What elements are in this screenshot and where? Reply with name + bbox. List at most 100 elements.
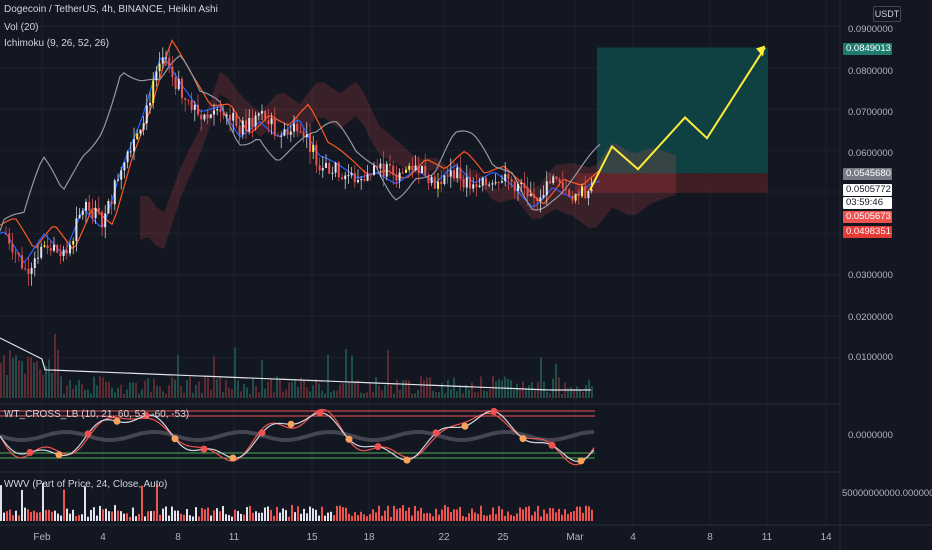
candle	[190, 100, 193, 110]
volume-bar	[219, 377, 221, 398]
wwv-bar	[411, 515, 413, 521]
wwv-bar	[375, 512, 377, 521]
volume-bar	[528, 385, 530, 398]
volume-bar	[243, 384, 245, 398]
wwv-bar	[582, 512, 584, 521]
candle	[523, 183, 526, 188]
wwv-bar	[492, 507, 494, 521]
wwv-bar	[339, 505, 341, 521]
wwv-bar	[60, 515, 62, 521]
wwv-bar	[177, 510, 179, 521]
wt-cross-dot	[490, 407, 498, 415]
wwv-bar	[210, 515, 212, 521]
wt-legend[interactable]: WT_CROSS_LB (10, 21, 60, 53, -60, -53)	[4, 409, 190, 420]
volume-bar	[150, 392, 152, 398]
candle	[437, 181, 439, 189]
candle	[213, 110, 215, 115]
volume-bar	[411, 393, 413, 398]
wwv-bar	[195, 507, 197, 521]
volume-bar	[468, 389, 470, 398]
volume-bar	[15, 355, 17, 398]
wwv-legend[interactable]: WWV (Part of Price, 24, Close, Auto)	[4, 479, 168, 490]
candle	[331, 172, 334, 174]
currency-button[interactable]: USDT	[873, 6, 901, 22]
candle	[158, 63, 161, 72]
candle	[584, 186, 587, 199]
vol-legend[interactable]: Vol (20)	[4, 22, 39, 33]
wwv-bar	[528, 506, 530, 521]
candle	[264, 111, 267, 121]
candle	[139, 129, 142, 134]
volume-bar	[540, 357, 542, 398]
volume-bar	[69, 380, 71, 398]
candle	[395, 175, 398, 181]
wwv-bar	[504, 515, 506, 521]
wwv-bar	[387, 505, 389, 521]
wwv-bar	[66, 508, 68, 521]
ichimoku-legend[interactable]: Ichimoku (9, 26, 52, 26)	[4, 38, 110, 49]
volume-bar	[297, 387, 299, 398]
candle	[209, 114, 212, 118]
candle	[78, 214, 81, 219]
wwv-bar	[564, 509, 566, 521]
candle	[81, 210, 84, 215]
symbol-legend[interactable]: Dogecoin / TetherUS, 4h, BINANCE, Heikin…	[4, 4, 218, 15]
volume-bar	[417, 390, 419, 398]
volume-bar	[300, 377, 302, 398]
wwv-bar	[102, 509, 104, 521]
volume-bar	[441, 383, 443, 398]
volume-bar	[531, 381, 533, 398]
wwv-bar	[33, 510, 35, 521]
wwv-bar	[483, 515, 485, 521]
wwv-bar	[3, 512, 5, 521]
wwv-bar	[135, 516, 137, 521]
wwv-bar	[327, 512, 329, 521]
wwv-bar	[408, 507, 410, 521]
stop-zone[interactable]	[575, 173, 768, 193]
wwv-bar	[573, 510, 575, 521]
target-zone[interactable]	[597, 47, 768, 174]
candle	[168, 57, 171, 67]
wwv-bar	[507, 511, 509, 521]
volume-bar	[228, 387, 230, 398]
wwv-bar	[438, 514, 440, 521]
candle	[27, 268, 30, 274]
volume-bar	[378, 385, 380, 398]
wwv-bar	[423, 513, 425, 521]
candle	[174, 77, 177, 90]
wwv-bar	[462, 516, 464, 521]
candle	[581, 186, 583, 197]
volume-bar	[381, 390, 383, 398]
volume-bar	[447, 380, 449, 398]
volume-bar	[387, 350, 389, 398]
volume-bar	[171, 377, 173, 398]
candle	[501, 181, 503, 183]
candle	[449, 170, 452, 177]
wwv-bar	[309, 506, 311, 521]
volume-bar	[567, 388, 569, 398]
price-axis-label: 0.0200000	[848, 312, 893, 323]
wwv-bar	[321, 506, 323, 521]
volume-bar	[321, 390, 323, 398]
wwv-bar	[537, 505, 539, 521]
candle	[181, 78, 183, 98]
wwv-bar	[42, 483, 44, 521]
wwv-bar	[501, 509, 503, 521]
candle	[280, 135, 283, 137]
volume-bar	[588, 379, 590, 398]
wt-cross-dot	[548, 441, 556, 449]
volume-bar	[591, 386, 593, 398]
projection-line[interactable]	[589, 46, 766, 191]
wwv-bar	[351, 515, 353, 521]
candle	[123, 162, 126, 171]
volume-bar	[459, 387, 461, 398]
wwv-bar	[552, 508, 554, 521]
volume-bar	[81, 384, 83, 398]
wt-cross-dot	[142, 412, 150, 420]
volume-bar	[366, 392, 368, 398]
price-axis-label: 0.0100000	[848, 352, 893, 363]
candle	[389, 163, 391, 166]
volume-bar	[402, 380, 404, 398]
volume-bar	[90, 393, 92, 398]
